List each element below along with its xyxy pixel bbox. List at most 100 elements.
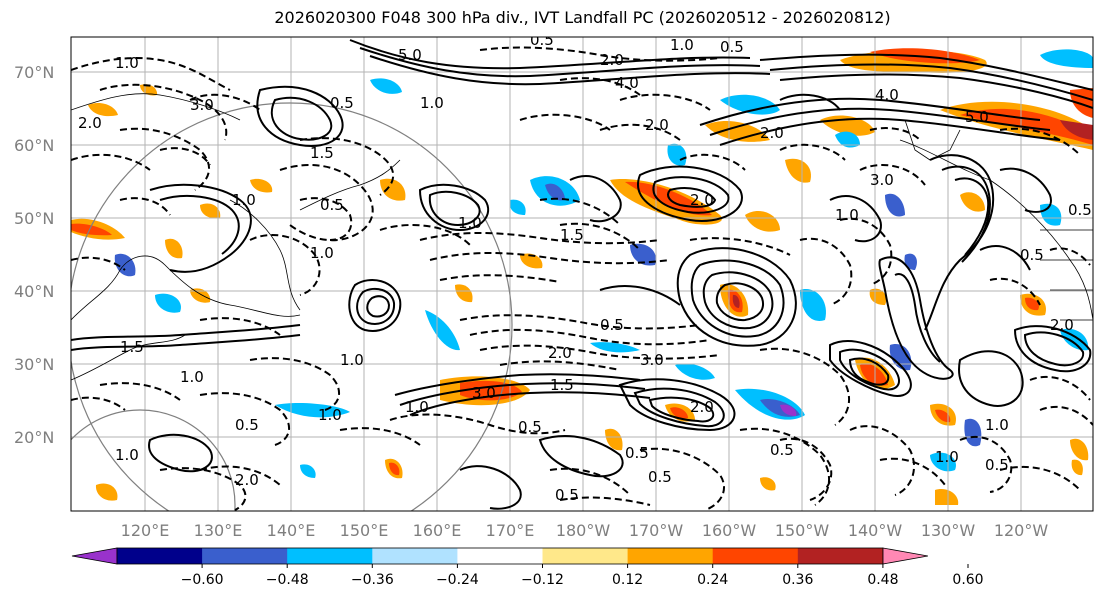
contour-label: 1.0 (115, 54, 139, 72)
contour-label: 0.5 (330, 94, 354, 112)
contour-label: 0.5 (770, 441, 794, 459)
map-plot-area: 5.0 0.5 2.0 0.5 4.0 1.0 3.0 1.0 2.0 0.5 … (71, 31, 1093, 511)
colorbar-segment (712, 548, 799, 564)
colorbar-tick-label: 0.12 (612, 572, 643, 588)
lon-tick: 140°E (267, 521, 316, 540)
contour-label: 1.0 (935, 448, 959, 466)
lat-tick-30n: 30°N (14, 355, 54, 374)
landfall-circles (71, 102, 513, 511)
colorbar-tick-label: −0.12 (521, 572, 564, 588)
colorbar-tick-label: −0.36 (351, 572, 394, 588)
contour-label: 1.0 (115, 446, 139, 464)
contour-label: 0.5 (600, 316, 624, 334)
contour-label: 1.0 (458, 214, 482, 232)
contour-label: 1.0 (405, 398, 429, 416)
colorbar-segment (372, 548, 458, 564)
colorbar-tick-label: −0.24 (436, 572, 479, 588)
contour-label: 1.0 (310, 244, 334, 262)
contour-label: 5.0 (398, 46, 422, 64)
contour-label: 0.5 (320, 196, 344, 214)
dashed-contour-lines (71, 46, 1093, 511)
contour-label: 2.0 (690, 398, 714, 416)
lon-tick: 170°E (486, 521, 535, 540)
contour-label: 5.0 (965, 108, 989, 126)
latitude-labels: 70°N 60°N 50°N 40°N 30°N 20°N (14, 63, 54, 447)
contour-label: 1.5 (560, 226, 584, 244)
lon-tick: 140°W (848, 521, 903, 540)
contour-label: 2.0 (760, 124, 784, 142)
contour-label: 2.0 (235, 471, 259, 489)
lon-tick: 120°E (121, 521, 170, 540)
contour-label: 0.5 (235, 416, 259, 434)
contour-label: 0.5 (625, 444, 649, 462)
contour-label: 1.0 (232, 191, 256, 209)
contour-label: 1.0 (180, 368, 204, 386)
contour-label: 3.0 (640, 351, 664, 369)
lat-tick-20n: 20°N (14, 428, 54, 447)
lat-tick-40n: 40°N (14, 282, 54, 301)
colorbar-tick-label: −0.48 (266, 572, 309, 588)
contour-label: 2.0 (600, 51, 624, 69)
contour-label: 1.5 (120, 338, 144, 356)
lat-tick-70n: 70°N (14, 63, 54, 82)
contour-label: 3.0 (870, 171, 894, 189)
colorbar-tick-label: −0.60 (181, 572, 224, 588)
contour-label: 0.5 (1020, 246, 1044, 264)
lat-tick-60n: 60°N (14, 136, 54, 155)
colorbar-segment (117, 548, 203, 564)
coastlines (71, 93, 1093, 381)
longitude-labels: 120°E 130°E 140°E 150°E 160°E 170°E 180°… (121, 521, 1049, 540)
lon-tick: 170°W (629, 521, 684, 540)
map-gridlines (71, 37, 1093, 511)
contour-label: 0.5 (555, 486, 579, 504)
contour-label: 1.0 (340, 351, 364, 369)
contour-label: 1.0 (318, 406, 342, 424)
contour-label: 2.0 (548, 344, 572, 362)
contour-label: 0.5 (530, 31, 554, 49)
contour-label: 2.0 (78, 114, 102, 132)
contour-label: 0.5 (518, 418, 542, 436)
lon-tick: 130°W (921, 521, 976, 540)
contour-label: 1.5 (550, 376, 574, 394)
colorbar-frame (116, 547, 884, 565)
contour-label: 1.0 (670, 36, 694, 54)
colorbar-segment (202, 548, 288, 564)
contour-label: 1.0 (985, 416, 1009, 434)
colorbar: −0.60 −0.48 −0.36 −0.24 −0.12 0.12 0.24 0.36 0.4… (71, 547, 984, 588)
lon-tick: 150°E (340, 521, 389, 540)
lon-tick: 160°E (413, 521, 462, 540)
colorbar-extend-low (71, 547, 118, 565)
contour-label: 0.5 (985, 456, 1009, 474)
contour-label: 1.0 (835, 206, 859, 224)
lon-tick: 150°W (775, 521, 830, 540)
contour-label: 0.5 (1068, 201, 1092, 219)
contour-label: 3.0 (472, 384, 496, 402)
contour-label: 2.0 (690, 191, 714, 209)
contour-labels: 5.0 0.5 2.0 0.5 4.0 1.0 3.0 1.0 2.0 0.5 … (78, 31, 1092, 504)
colorbar-segment (627, 548, 714, 564)
contour-label: 4.0 (615, 74, 639, 92)
chart-title: 2026020300 F048 300 hPa div., IVT Landfa… (274, 8, 891, 27)
colorbar-tick-label: 0.48 (867, 572, 898, 588)
lon-tick: 130°E (194, 521, 243, 540)
contour-label: 3.0 (190, 96, 214, 114)
contour-label: 4.0 (875, 86, 899, 104)
colorbar-segment (287, 548, 373, 564)
colorbar-tick-label: 0.36 (782, 572, 813, 588)
contour-label: 2.0 (1050, 316, 1074, 334)
colorbar-segment (457, 548, 543, 564)
lon-tick: 160°W (702, 521, 757, 540)
lat-tick-50n: 50°N (14, 209, 54, 228)
contour-label: 1.0 (420, 94, 444, 112)
contour-label: 0.5 (720, 38, 744, 56)
colorbar-segment (542, 548, 629, 564)
contour-label: 1.5 (310, 144, 334, 162)
colorbar-extend-high (882, 547, 928, 565)
map-frame (70, 36, 1094, 512)
lon-tick: 120°W (994, 521, 1049, 540)
lon-tick: 180°W (556, 521, 611, 540)
colorbar-tick-label: 0.24 (697, 572, 728, 588)
contour-label: 2.0 (645, 116, 669, 134)
colorbar-tick-label: 0.60 (952, 572, 983, 588)
